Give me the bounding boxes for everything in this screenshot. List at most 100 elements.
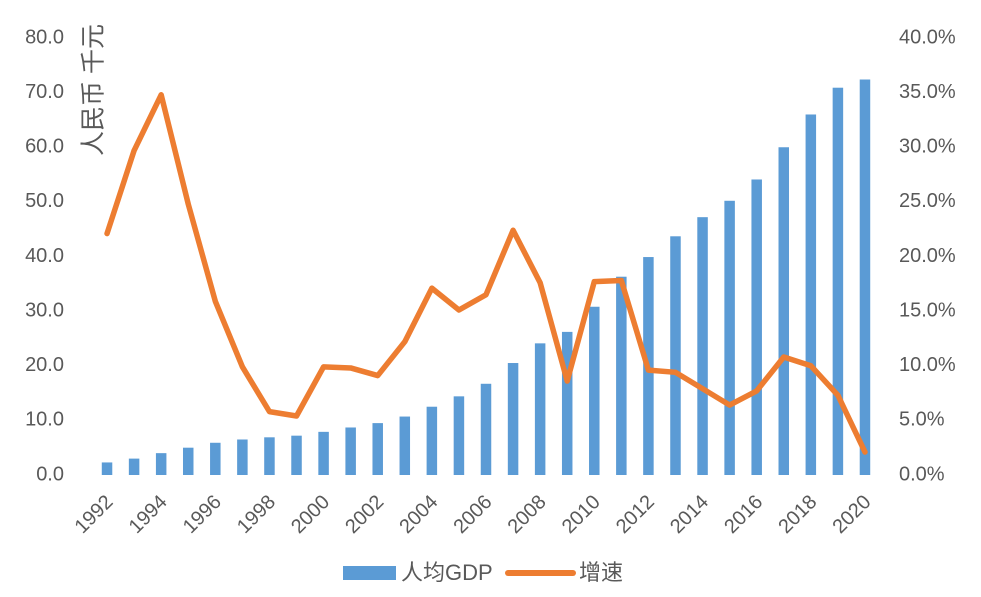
line-point [158,92,164,98]
line-series-growth [104,92,868,455]
line-point [239,364,245,370]
left-axis-tick-label: 80.0 [25,26,64,48]
x-axis-tick-label: 2014 [666,491,713,538]
legend: 人均GDP 增速 [343,560,623,585]
x-axis-tick-labels: 1992 1994 1996 1998 2000 2002 2004 2006 2008 2010… [71,491,876,538]
right-axis-tick-label: 25.0% [899,190,956,212]
bar [670,236,681,475]
right-axis-tick-label: 15.0% [899,299,956,321]
bar [399,416,411,475]
right-axis-tick-label: 35.0% [899,81,956,103]
bar [778,147,790,475]
x-axis-tick-label: 2016 [720,491,767,538]
x-axis-tick-label: 2006 [450,491,497,538]
bar [210,442,221,475]
left-axis-tick-label: 70.0 [25,81,64,103]
right-axis-tick-label: 0.0% [899,463,945,485]
x-axis-tick-label: 2008 [504,491,551,538]
line-point [618,278,624,284]
line-point [429,285,435,291]
line-point [321,364,327,370]
left-axis-tick-label: 40.0 [25,245,64,267]
line-point [672,369,678,375]
line-point [212,298,218,304]
left-axis-tick-labels: 0.0 10.0 20.0 30.0 40.0 50.0 60.0 70.0 80.0 [25,26,64,485]
line-point [727,402,733,408]
x-axis-tick-label: 2012 [612,491,659,538]
bar-series-gdp-per-capita [101,79,871,476]
left-axis-tick-label: 10.0 [25,409,64,431]
line-point [185,201,191,207]
line-point [483,292,489,298]
line-point [402,339,408,345]
line-point [645,367,651,373]
line-point [835,392,841,398]
bar [453,396,465,475]
line-point [104,231,110,237]
bar [182,447,194,475]
bar [237,439,248,475]
bar [534,343,546,475]
line-point [564,378,570,384]
bar [561,331,573,475]
left-axis-tick-label: 50.0 [25,190,64,212]
bar [128,458,140,475]
bar [372,423,383,475]
bar [751,179,762,476]
x-axis-tick-label: 1994 [125,491,172,538]
x-axis-tick-label: 1998 [233,491,280,538]
x-axis-tick-label: 2002 [341,491,388,538]
x-axis-tick-label: 2000 [287,491,334,538]
line-point [510,227,516,233]
line-point [348,365,354,371]
right-axis-tick-label: 5.0% [899,409,945,431]
right-axis-tick-label: 10.0% [899,354,956,376]
x-axis-tick-label: 1992 [71,491,118,538]
line-point [700,386,706,392]
x-axis-tick-label: 2018 [774,491,821,538]
bar [155,453,167,475]
legend-swatch-gdp-per-capita [343,566,396,580]
line-point [294,413,300,419]
bar [264,437,275,475]
y-axis-title: 人民币 千元 [80,24,108,156]
bar [480,383,492,475]
bar [426,406,438,475]
bar [724,200,735,475]
bar [832,87,844,476]
right-axis-tick-label: 20.0% [899,245,956,267]
left-axis-tick-label: 20.0 [25,354,64,376]
bar [805,114,817,475]
bar [101,462,113,475]
bar [345,427,356,475]
bar [507,363,519,475]
bar [318,431,329,475]
line-point [266,409,272,415]
bar [616,276,627,475]
right-axis-tick-label: 30.0% [899,136,956,158]
left-axis-tick-label: 0.0 [36,463,64,485]
x-axis-tick-label: 2020 [828,491,875,538]
line-point [591,279,597,285]
right-axis-tick-labels: 0.0% 5.0% 10.0% 15.0% 20.0% 25.0% 30.0% 35.0% 40… [899,26,956,485]
x-axis-tick-label: 1996 [179,491,226,538]
x-axis-tick-label: 2010 [558,491,605,538]
bar [697,217,708,476]
line-point [754,388,760,394]
line-point [808,363,814,369]
bar [291,435,302,475]
legend-label-growth: 增速 [579,560,623,585]
line-point [862,449,868,455]
left-axis-tick-label: 60.0 [25,136,64,158]
line-point [456,307,462,313]
left-axis-tick-label: 30.0 [25,299,64,321]
right-axis-tick-label: 40.0% [899,26,956,48]
line-point [131,148,137,154]
legend-label-gdp-per-capita: 人均GDP [401,560,493,585]
line-point [537,280,543,286]
bar [589,306,600,475]
bar [859,79,871,475]
line-point [781,354,787,360]
line-point [375,373,381,379]
